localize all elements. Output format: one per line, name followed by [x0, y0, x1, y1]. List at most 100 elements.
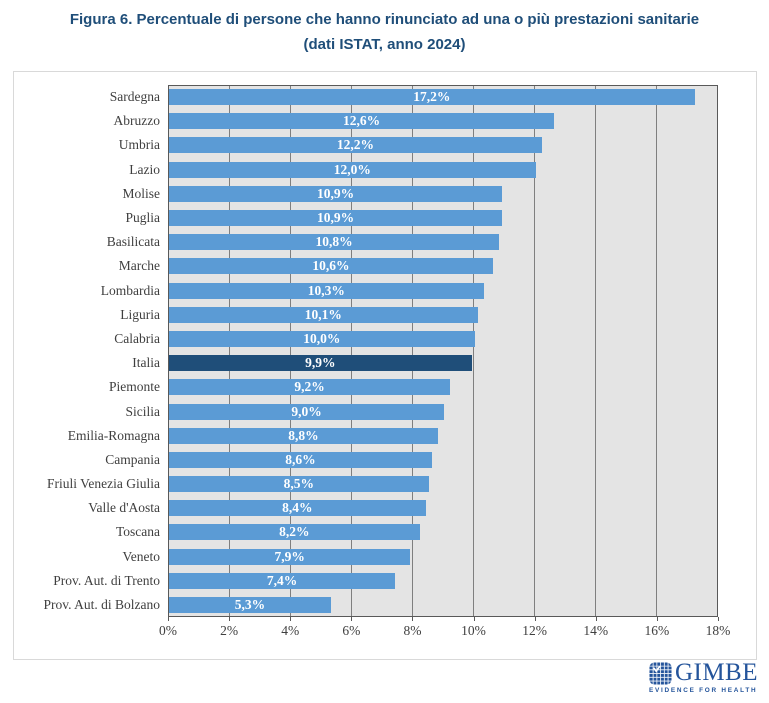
gridline — [472, 86, 474, 616]
axis-tick — [351, 617, 353, 621]
bar-piemonte: 9,2% — [169, 379, 451, 396]
bar-toscana: 8,2% — [169, 524, 420, 541]
bar-value-label: 7,9% — [274, 548, 305, 564]
bar-value-label: 9,0% — [291, 403, 322, 419]
category-label: Prov. Aut. di Trento — [53, 572, 160, 588]
bar-track: 17,2% — [168, 85, 718, 109]
bar-value-label: 8,4% — [282, 500, 313, 516]
axis-tick — [595, 617, 597, 621]
bar-campania: 8,6% — [169, 451, 432, 468]
bar-abruzzo: 12,6% — [169, 113, 554, 130]
bar-value-label: 10,3% — [307, 282, 345, 298]
category-label: Puglia — [125, 210, 160, 226]
bar-value-label: 8,2% — [279, 524, 310, 540]
bar-value-label: 10,1% — [304, 306, 342, 322]
axis-tick — [229, 617, 231, 621]
bar-row: Marche 10,6% — [14, 254, 718, 278]
bar-track: 9,0% — [168, 399, 718, 423]
category-label: Toscana — [115, 524, 160, 540]
bar-track: 8,6% — [168, 448, 718, 472]
bar-track: 10,8% — [168, 230, 718, 254]
axis-tick-label: 14% — [583, 623, 609, 638]
bar-lazio: 12,0% — [169, 161, 536, 178]
bar-marche: 10,6% — [169, 258, 493, 275]
bar-sicilia: 9,0% — [169, 403, 444, 420]
category-label: Umbria — [118, 137, 160, 153]
bar-value-label: 8,8% — [288, 427, 319, 443]
bar-track: 8,2% — [168, 520, 718, 544]
bar-value-label: 10,6% — [312, 258, 350, 274]
bar-row: Italia 9,9% — [14, 351, 718, 375]
category-label: Lazio — [129, 161, 160, 177]
category-label: Abruzzo — [113, 113, 160, 129]
bar-track: 10,9% — [168, 206, 718, 230]
axis-tick-label: 6% — [342, 623, 361, 638]
gridline — [229, 86, 231, 616]
axis-tick — [412, 617, 414, 621]
bar-row: Molise 10,9% — [14, 182, 718, 206]
axis-tick — [656, 617, 658, 621]
bar-row: Umbria 12,2% — [14, 133, 718, 157]
chart-container: Sardegna 17,2% Abruzzo 12,6% Umbria 12,2% Lazi… — [13, 71, 757, 660]
figure-subtitle: (dati ISTAT, anno 2024) — [303, 36, 466, 53]
category-label: Friuli Venezia Giulia — [47, 476, 160, 492]
bar-valle-d-aosta: 8,4% — [169, 500, 426, 517]
axis-tick — [534, 617, 536, 621]
axis-tick-label: 0% — [159, 623, 177, 638]
axis-tick-label: 8% — [403, 623, 422, 638]
bar-track: 12,0% — [168, 158, 718, 182]
bar-track: 9,2% — [168, 375, 718, 399]
gimbe-logo: GIMBE EVIDENCE FOR HEALTH — [648, 660, 758, 694]
gridline — [412, 86, 414, 616]
bar-track: 10,1% — [168, 303, 718, 327]
bar-umbria: 12,2% — [169, 137, 542, 154]
bar-row: Sardegna 17,2% — [14, 85, 718, 109]
bar-row: Emilia-Romagna 8,8% — [14, 424, 718, 448]
bar-prov-aut-di-trento: 7,4% — [169, 572, 396, 589]
gimbe-logo-top: GIMBE — [648, 660, 758, 685]
bar-value-label: 12,6% — [342, 113, 381, 129]
category-label: Sicilia — [125, 403, 161, 419]
axis-tick — [473, 617, 475, 621]
gridline — [655, 86, 657, 616]
bar-row: Toscana 8,2% — [14, 520, 718, 544]
category-label: Campania — [105, 451, 160, 467]
axis-tick — [168, 617, 169, 621]
bar-veneto: 7,9% — [169, 548, 411, 565]
gridline — [351, 86, 353, 616]
bar-track: 10,9% — [168, 182, 718, 206]
gridline — [594, 86, 596, 616]
bar-row: Sicilia 9,0% — [14, 399, 718, 423]
category-label: Calabria — [114, 330, 160, 346]
bar-track: 12,2% — [168, 133, 718, 157]
bar-prov-aut-di-bolzano: 5,3% — [169, 597, 331, 614]
category-label: Piemonte — [109, 379, 160, 395]
category-label: Valle d'Aosta — [88, 500, 160, 516]
gimbe-logo-tagline: EVIDENCE FOR HEALTH — [648, 687, 758, 694]
bar-puglia: 10,9% — [169, 210, 503, 227]
bar-value-label: 9,9% — [305, 355, 336, 371]
bar-row: Piemonte 9,2% — [14, 375, 718, 399]
category-label: Italia — [132, 355, 160, 371]
axis-tick-label: 2% — [220, 623, 239, 638]
bar-emilia-romagna: 8,8% — [169, 427, 438, 444]
gridline — [290, 86, 292, 616]
bar-friuli-venezia-giulia: 8,5% — [169, 476, 429, 493]
bar-rows: Sardegna 17,2% Abruzzo 12,6% Umbria 12,2% Lazi… — [14, 85, 718, 617]
bar-track: 7,9% — [168, 545, 718, 569]
bar-row: Prov. Aut. di Trento 7,4% — [14, 569, 718, 593]
category-label: Marche — [118, 258, 160, 274]
category-label: Lombardia — [100, 282, 160, 298]
category-label: Veneto — [122, 548, 161, 564]
axis-tick — [718, 617, 719, 621]
bar-italia: 9,9% — [169, 355, 472, 372]
axis-tick-label: 10% — [461, 623, 486, 638]
axis-tick-label: 18% — [705, 623, 731, 638]
bar-track: 5,3% — [168, 593, 718, 617]
bar-row: Lombardia 10,3% — [14, 279, 718, 303]
bar-row: Liguria 10,1% — [14, 303, 718, 327]
bar-row: Campania 8,6% — [14, 448, 718, 472]
bar-row: Veneto 7,9% — [14, 545, 718, 569]
bar-value-label: 10,8% — [315, 234, 353, 250]
bar-value-label: 10,9% — [316, 185, 355, 201]
